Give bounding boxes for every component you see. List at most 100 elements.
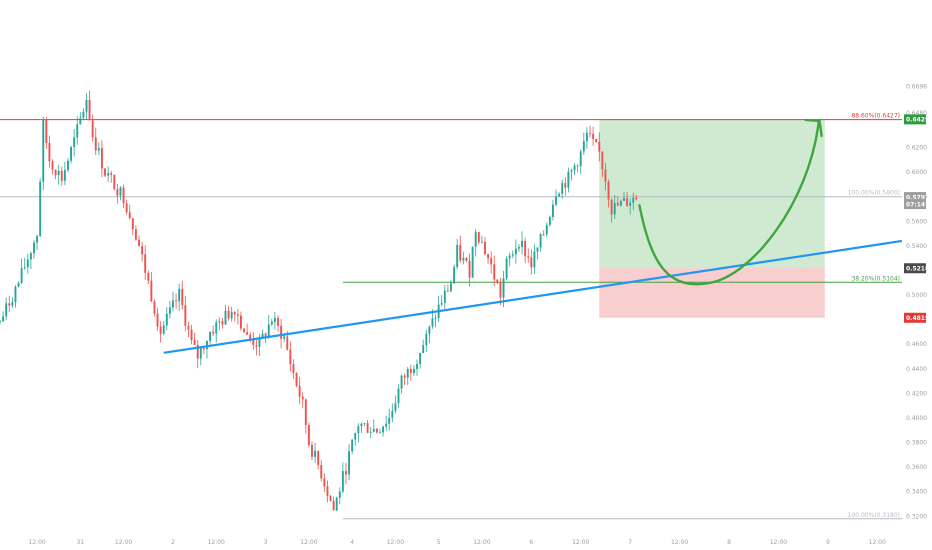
candle-body [273, 318, 276, 322]
candle [329, 495, 332, 502]
candle [178, 283, 181, 311]
candlesticks [0, 90, 638, 512]
candle [385, 415, 388, 432]
candle-body [307, 424, 310, 445]
candle-body [20, 268, 23, 283]
candle [79, 112, 82, 125]
candle-body [270, 321, 273, 325]
candle [341, 462, 344, 494]
candle [382, 425, 384, 437]
candle [5, 297, 8, 321]
price-tag-text: 0.6429 [906, 117, 929, 124]
candle-body [456, 244, 459, 268]
candle-body [134, 229, 137, 240]
candle-body [212, 331, 215, 334]
candle [496, 279, 499, 285]
candle [573, 163, 576, 175]
candle-body [412, 369, 415, 374]
candle-body [357, 426, 360, 434]
price-axis-label: 0.4200 [906, 390, 927, 397]
candle-body [490, 258, 493, 265]
candle-body [431, 318, 434, 327]
time-axis-label: 31 [76, 539, 84, 546]
candle [230, 306, 233, 322]
candle-body [623, 198, 625, 201]
candle [224, 305, 227, 326]
candle-body [236, 314, 239, 316]
time-axis[interactable]: 12:00 31 12:00 2 12:00 3 12:00 4 12:00 5 12:00 6 12:… [28, 539, 886, 546]
candle [425, 329, 428, 352]
candle [199, 346, 202, 366]
drawing-lines[interactable] [163, 118, 903, 354]
price-axis-label: 0.5000 [906, 292, 927, 299]
candle [601, 151, 604, 178]
candle-body [465, 257, 468, 261]
candle-body [159, 326, 162, 334]
candle-body [209, 331, 212, 341]
candle-body [348, 451, 351, 475]
candle-body [440, 302, 443, 305]
candle-body [221, 321, 224, 325]
candle-body [382, 426, 384, 433]
candle-body [218, 321, 221, 323]
candle-body [329, 495, 332, 502]
price-tag-box [904, 192, 926, 203]
candle [131, 218, 134, 236]
candle [335, 496, 338, 512]
time-axis-label: 12:00 [115, 539, 132, 546]
candle [536, 247, 539, 260]
candle-body [576, 165, 579, 167]
candle-body [391, 410, 394, 418]
candle-body [409, 369, 412, 374]
price-tag-box [904, 263, 926, 274]
candle [632, 192, 635, 211]
candle [453, 264, 456, 284]
candle-body [70, 147, 73, 161]
candle-body [283, 336, 286, 339]
candle [530, 249, 533, 275]
candle-body [378, 432, 381, 434]
candle [196, 340, 199, 369]
candle-body [548, 216, 551, 225]
candle-body [230, 311, 233, 319]
candle [527, 248, 530, 263]
time-axis-label: 9 [826, 539, 830, 546]
candle [474, 229, 477, 257]
candle [134, 225, 137, 241]
candle-body [175, 300, 178, 302]
candle [206, 340, 208, 359]
support-trendline[interactable] [163, 239, 903, 354]
time-axis-label: 4 [350, 539, 354, 546]
candle [607, 179, 610, 208]
candle [576, 164, 579, 173]
candle-body [462, 257, 465, 261]
candle [585, 127, 588, 149]
candle [403, 373, 406, 386]
candle [67, 158, 69, 173]
candle [487, 253, 490, 264]
candle [212, 325, 215, 336]
candle-body [193, 340, 196, 345]
candle [348, 443, 351, 481]
projection-curve[interactable] [638, 121, 820, 286]
candle-body [446, 290, 449, 292]
time-axis-label: 2 [171, 539, 175, 546]
candle [17, 281, 20, 288]
candle [252, 331, 255, 350]
candle [29, 251, 32, 270]
candle [490, 251, 493, 274]
candle [218, 317, 221, 331]
candle [162, 321, 165, 335]
candle-body [249, 334, 252, 340]
candle-body [153, 301, 156, 314]
candle-body [604, 169, 607, 182]
candle-body [493, 264, 496, 280]
time-axis-label: 12:00 [208, 539, 225, 546]
candle [104, 168, 106, 178]
candle-body [567, 171, 570, 188]
candle-body [100, 148, 103, 169]
candle-body [428, 326, 431, 334]
price-axis-label: 0.6200 [906, 145, 927, 152]
